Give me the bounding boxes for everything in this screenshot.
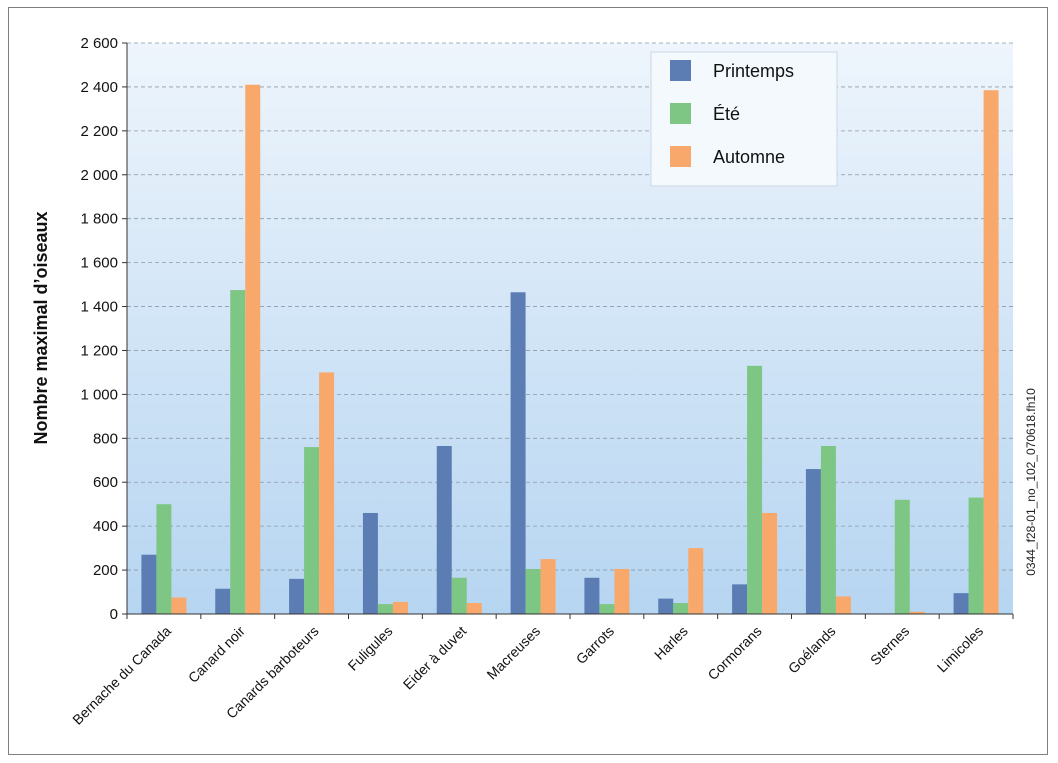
x-tick-label: Limicoles [934, 623, 987, 676]
y-tick-label: 1 800 [80, 211, 118, 228]
bar-1-1 [141, 554, 157, 614]
bar-1-2 [215, 588, 231, 614]
x-tick-label: Fuligules [345, 623, 396, 674]
bar-3-12 [983, 90, 999, 615]
bar-2-10 [820, 445, 836, 614]
axes-group [122, 42, 1014, 619]
x-tick-label: Canard noir [185, 623, 248, 686]
bar-2-9 [747, 365, 763, 614]
bar-1-10 [805, 469, 821, 614]
y-tick-label: 2 000 [80, 167, 118, 184]
x-tick-label: Eider à duvet [400, 623, 470, 693]
grid-lines [127, 42, 1013, 571]
y-tick-label: 600 [93, 474, 118, 491]
y-tick-label: 2 400 [80, 79, 118, 96]
bar-1-3 [289, 578, 305, 614]
x-tick-label: Macreuses [483, 623, 543, 683]
x-tick-label: Sternes [867, 623, 912, 668]
bar-2-12 [968, 497, 984, 614]
legend: Printemps Été Automne [650, 51, 838, 187]
bar-3-11 [909, 611, 925, 614]
x-tick-label: Cormorans [704, 623, 764, 683]
bar-2-2 [230, 290, 246, 614]
bar-3-1 [171, 597, 187, 614]
bar-2-3 [304, 447, 320, 614]
bar-3-6 [540, 559, 556, 614]
y-tick-label: 2 200 [80, 123, 118, 140]
bar-2-5 [451, 577, 467, 614]
bar-3-10 [835, 596, 851, 614]
file-reference-note: 0344_f28-01_no_102_070618.fh10 [1024, 388, 1038, 576]
y-tick-label: 1 000 [80, 386, 118, 403]
bar-1-7 [584, 577, 600, 614]
legend-label-3: Automne [713, 147, 785, 167]
bar-2-1 [156, 504, 172, 614]
y-tick-label: 1 200 [80, 342, 118, 359]
bar-3-8 [688, 548, 704, 614]
bar-3-7 [614, 568, 630, 614]
bar-2-8 [673, 603, 689, 614]
bar-2-7 [599, 604, 615, 614]
x-tick-label: Garrots [573, 623, 617, 667]
bar-1-9 [732, 584, 748, 614]
y-tick-label: 400 [93, 518, 118, 535]
bar-2-6 [525, 568, 541, 614]
bar-3-5 [466, 603, 482, 614]
y-tick-label: 2 600 [80, 35, 118, 52]
legend-swatch-1 [670, 60, 691, 81]
bar-2-11 [894, 499, 910, 614]
y-tick-labels: 0 200 400 600 800 1 000 1 200 1 400 1 600 1 800 2 … [80, 35, 118, 623]
bar-1-12 [953, 593, 969, 614]
legend-swatch-2 [670, 103, 691, 124]
x-tick-label: Bernache du Canada [69, 623, 174, 728]
x-tick-label: Harles [651, 623, 691, 663]
bar-1-5 [436, 445, 452, 614]
bars-group [141, 84, 999, 615]
plot-area [127, 43, 1013, 614]
bar-2-4 [377, 604, 393, 614]
y-axis-title: Nombre maximal d’oiseaux [31, 211, 51, 444]
legend-label-1: Printemps [713, 61, 794, 81]
legend-swatch-3 [670, 146, 691, 167]
y-tick-label: 0 [110, 606, 118, 623]
y-tick-label: 1 400 [80, 299, 118, 316]
bar-3-3 [319, 372, 335, 614]
legend-label-2: Été [713, 104, 740, 124]
y-tick-label: 200 [93, 562, 118, 579]
bar-1-8 [658, 598, 674, 614]
bar-3-4 [392, 601, 408, 614]
y-tick-label: 800 [93, 430, 118, 447]
bar-1-4 [362, 512, 378, 614]
bar-3-2 [245, 84, 261, 614]
y-tick-label: 1 600 [80, 255, 118, 272]
x-tick-label: Goélands [785, 623, 839, 677]
bar-1-6 [510, 292, 526, 614]
bar-3-9 [762, 512, 778, 614]
